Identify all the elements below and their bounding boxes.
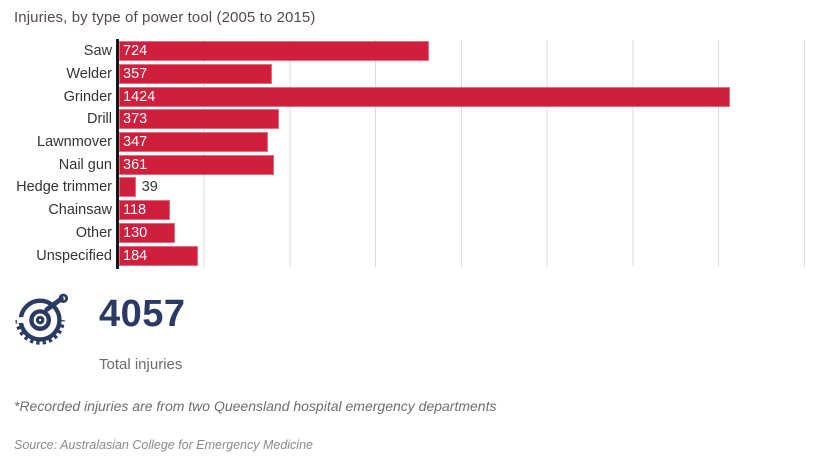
bar: 724 xyxy=(119,41,430,62)
category-label: Drill xyxy=(87,111,112,128)
bar-row: Hedge trimmer 39 xyxy=(0,176,823,199)
bar-track: 118 xyxy=(119,200,805,221)
bar-row: Welder 357 xyxy=(0,63,823,86)
value-label: 347 xyxy=(123,134,148,151)
value-label: 118 xyxy=(123,202,147,219)
category-label: Chainsaw xyxy=(48,202,112,219)
bar-rows: Saw 724 Welder 357 Grinder 1424 Drill xyxy=(0,40,823,267)
category-label: Hedge trimmer xyxy=(16,179,112,196)
bar: 357 xyxy=(119,64,273,85)
bar-row: Drill 373 xyxy=(0,108,823,131)
category-label: Unspecified xyxy=(36,247,112,264)
footnote: *Recorded injuries are from two Queensla… xyxy=(14,398,497,414)
chart-title: Injuries, by type of power tool (2005 to… xyxy=(14,9,316,26)
bar-row: Chainsaw 118 xyxy=(0,199,823,222)
bar: 347 xyxy=(119,132,268,153)
bar-row: Nail gun 361 xyxy=(0,153,823,176)
bar-chart: Saw 724 Welder 357 Grinder 1424 Drill xyxy=(0,39,823,269)
y-axis-line xyxy=(116,39,119,269)
bar-row: Saw 724 xyxy=(0,40,823,63)
bar-track: 1424 xyxy=(119,86,805,107)
bar: 130 xyxy=(119,222,175,243)
total-summary: 4057 Total injuries xyxy=(13,293,823,373)
bar-track: 130 xyxy=(119,222,805,243)
source-attribution: Source: Australasian College for Emergen… xyxy=(14,438,313,452)
value-label: 1424 xyxy=(123,88,156,105)
bar: 373 xyxy=(119,109,279,130)
value-label: 130 xyxy=(123,224,148,241)
value-label: 39 xyxy=(141,179,158,196)
bar-row: Other 130 xyxy=(0,222,823,245)
category-label: Grinder xyxy=(63,88,112,105)
bar-track: 347 xyxy=(119,132,805,153)
bar-track: 724 xyxy=(119,41,805,62)
bar: 184 xyxy=(119,245,198,266)
category-label: Nail gun xyxy=(58,156,112,173)
bar-track: 373 xyxy=(119,109,805,130)
value-label: 724 xyxy=(123,43,148,60)
bar: 39 xyxy=(119,177,158,198)
summary-text: 4057 Total injuries xyxy=(99,293,186,373)
bar-track: 357 xyxy=(119,64,805,85)
circular-saw-icon xyxy=(13,293,75,356)
category-label: Saw xyxy=(83,43,112,60)
category-label: Welder xyxy=(66,66,112,83)
bar-track: 39 xyxy=(119,177,805,198)
bar-row: Unspecified 184 xyxy=(0,244,823,267)
bar-row: Grinder 1424 xyxy=(0,85,823,108)
value-label: 357 xyxy=(123,66,148,83)
category-label: Other xyxy=(75,224,112,241)
value-label: 184 xyxy=(123,247,148,264)
value-label: 373 xyxy=(123,111,148,128)
value-label: 361 xyxy=(123,156,148,173)
bar: 118 xyxy=(119,200,170,221)
bar: 1424 xyxy=(119,86,730,107)
bar-track: 361 xyxy=(119,154,805,175)
total-injuries-value: 4057 xyxy=(99,293,186,335)
category-label: Lawnmover xyxy=(37,134,112,151)
bar: 361 xyxy=(119,154,274,175)
bar-row: Lawnmover 347 xyxy=(0,131,823,154)
total-injuries-label: Total injuries xyxy=(99,356,183,373)
bar-track: 184 xyxy=(119,245,805,266)
